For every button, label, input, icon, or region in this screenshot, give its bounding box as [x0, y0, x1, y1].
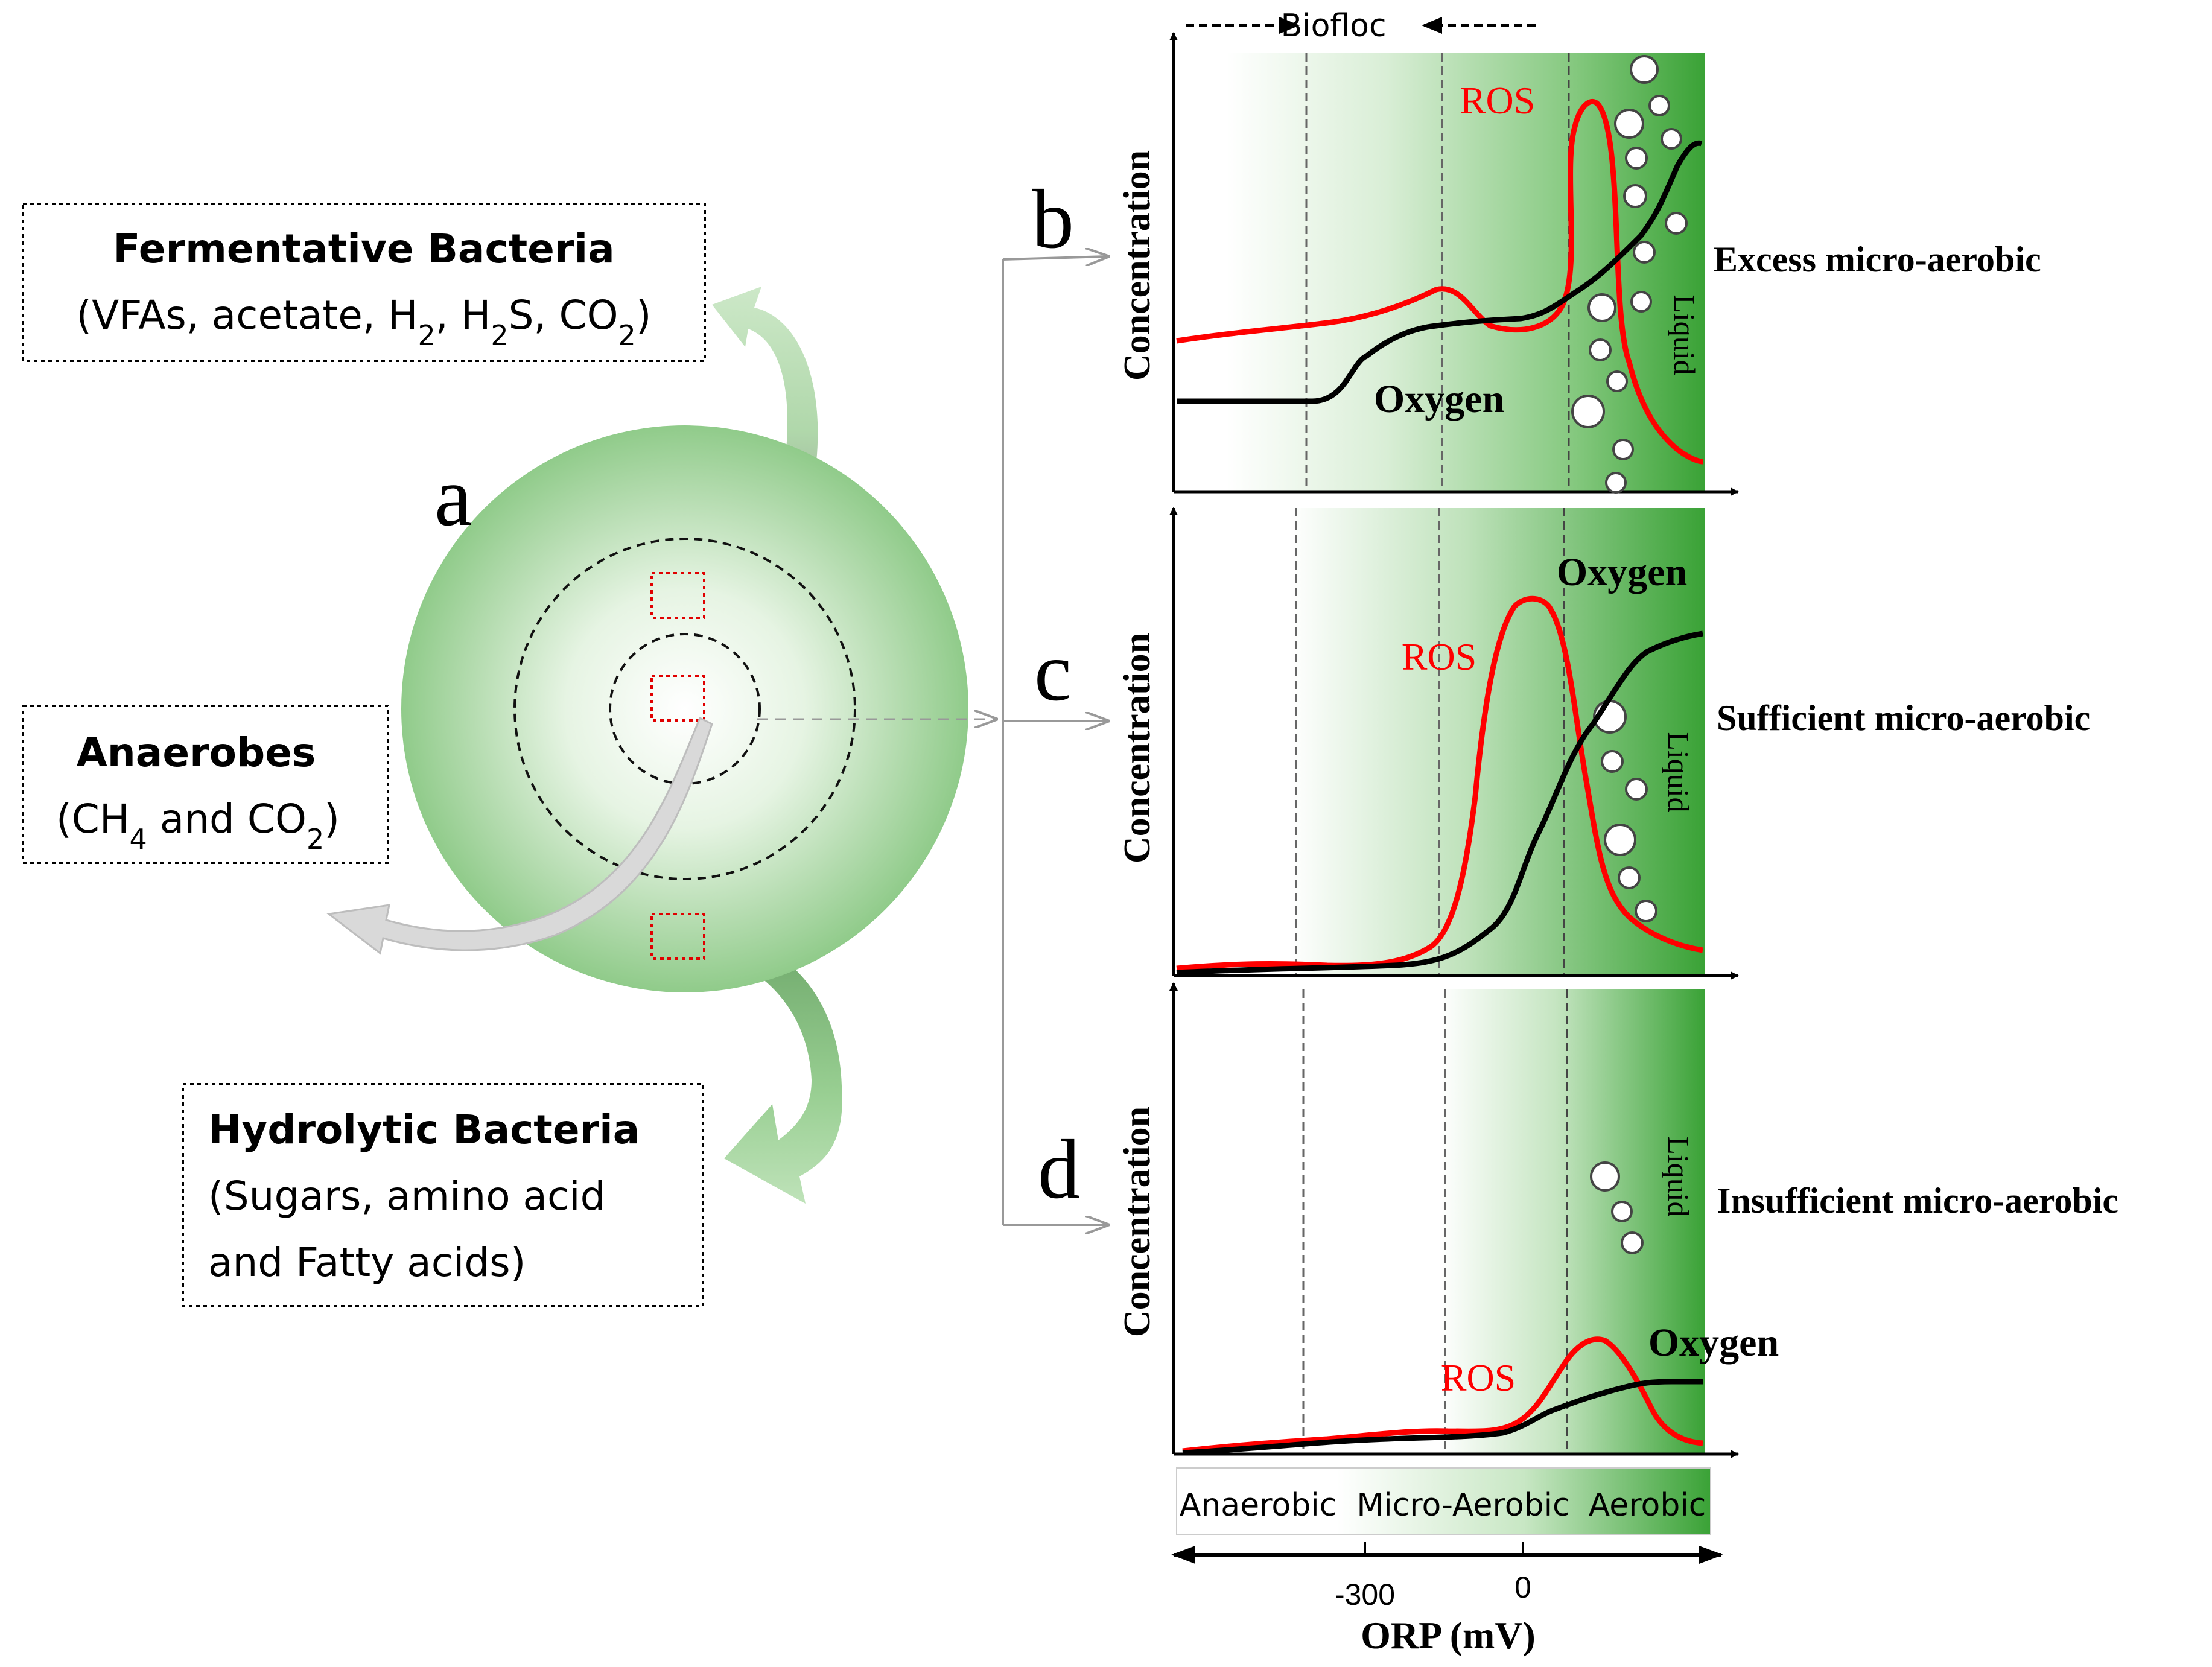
biofloc-label: Biofloc: [1280, 8, 1386, 44]
panel-c-ros-label: ROS: [1402, 635, 1477, 678]
panel-d-liquid-label: Liquid: [1662, 1136, 1696, 1216]
outer-dashed-ring: [513, 538, 856, 880]
panel-b-oxygen-label: Oxygen: [1374, 377, 1504, 421]
fermentative-box: [22, 203, 706, 362]
panel-c-liquid-label: Liquid: [1662, 732, 1696, 812]
tick-minus300: -300: [1335, 1578, 1395, 1611]
panel-b-ros-curve: [1176, 98, 1703, 465]
biofloc-granule: [401, 425, 968, 992]
panel-d-oxygen-curve: [1182, 1379, 1703, 1456]
panel-d-ros-label: ROS: [1441, 1356, 1516, 1399]
orp-axis-title: ORP (mV): [1361, 1614, 1536, 1657]
hydrolytic-line2: and Fatty acids): [208, 1239, 526, 1286]
hydrolytic-box: [182, 1083, 704, 1307]
panel-d-bubbles: [1590, 1161, 1644, 1254]
panel-b: ROS Oxygen Liquid Concentration b Excess…: [1032, 32, 2041, 496]
anaerobes-title: Anaerobes: [77, 729, 316, 776]
hydrolytic-title: Hydrolytic Bacteria: [208, 1107, 640, 1153]
panel-b-oxygen-curve: [1177, 140, 1703, 404]
arrow-to-hydrolytic: [703, 923, 842, 1204]
panel-b-label: b: [1032, 173, 1074, 266]
panel-d-oxygen-label: Oxygen: [1648, 1321, 1779, 1365]
sample-box-core: [650, 675, 705, 722]
panel-d-ylabel: Concentration: [1117, 1107, 1158, 1337]
zone-aerobic: Aerobic: [1589, 1487, 1706, 1523]
orp-scale: Anaerobic Micro-Aerobic Aerobic -300 0 O…: [1171, 1467, 1723, 1657]
panel-b-ros-label: ROS: [1460, 79, 1536, 122]
panel-c-label: c: [1034, 625, 1072, 719]
panel-a: a Fermentative Bacteria (VFAs, acetate, …: [22, 203, 996, 1307]
panel-c-condition: Sufficient micro-aerobic: [1717, 698, 2090, 738]
panel-d-ros-curve: [1182, 1336, 1703, 1454]
panel-c-oxygen-label: Oxygen: [1557, 550, 1687, 594]
panel-c-oxygen-curve: [1176, 630, 1703, 976]
panel-c-ylabel: Concentration: [1117, 633, 1158, 863]
panel-d-background: [1174, 989, 1705, 1454]
tick-0: 0: [1514, 1570, 1531, 1604]
panel-d-condition: Insufficient micro-aerobic: [1717, 1181, 2118, 1221]
fermentative-title: Fermentative Bacteria: [113, 226, 614, 272]
anaerobes-products: (CH4 and CO2): [56, 796, 340, 856]
panel-b-condition: Excess micro-aerobic: [1714, 240, 2041, 279]
panel-a-label: a: [434, 450, 472, 544]
fermentative-products: (VFAs, acetate, H2, H2S, CO2): [76, 292, 651, 352]
panel-b-ylabel: Concentration: [1117, 150, 1158, 381]
zone-bar: [1176, 1467, 1711, 1535]
panel-bracket: [1002, 256, 1107, 1225]
sample-box-middle: [650, 572, 705, 619]
zone-anaerobic: Anaerobic: [1180, 1487, 1336, 1523]
panel-b-liquid-label: Liquid: [1668, 294, 1702, 375]
panel-d-label: d: [1038, 1123, 1080, 1216]
biofloc-header: Biofloc: [1186, 8, 1536, 44]
panel-c: ROS Oxygen Liquid Concentration c Suffic…: [1034, 507, 2090, 980]
panel-c-bubbles: [1593, 700, 1657, 922]
zone-micro-aerobic: Micro-Aerobic: [1356, 1487, 1569, 1523]
anaerobes-box: [22, 705, 389, 864]
sample-box-outer: [650, 913, 705, 960]
panel-d: ROS Oxygen Liquid Concentration d Insuff…: [1038, 982, 2118, 1458]
arrow-to-anaerobes: [326, 716, 713, 955]
panel-b-bubbles: [1571, 55, 1688, 494]
hydrolytic-line1: (Sugars, amino acid: [208, 1173, 606, 1219]
